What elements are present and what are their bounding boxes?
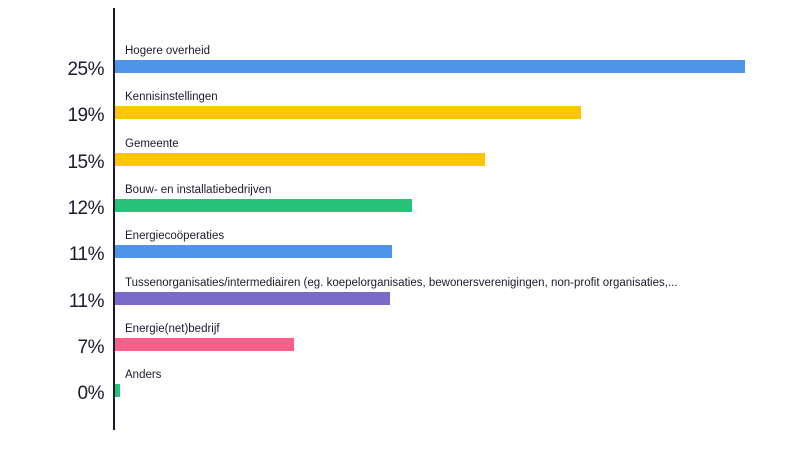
category-label: Tussenorganisaties/intermediairen (eg. k… bbox=[125, 276, 678, 289]
value-label: 0% bbox=[77, 383, 105, 405]
value-label: 12% bbox=[67, 197, 104, 219]
bar bbox=[115, 106, 582, 120]
bar-row: 19% Kennisinstellingen bbox=[0, 91, 786, 137]
bar-row: 11% Energiecoöperaties bbox=[0, 230, 786, 276]
value-label: 15% bbox=[67, 151, 104, 173]
value-label: 25% bbox=[67, 59, 104, 80]
value-label: 7% bbox=[77, 336, 105, 358]
y-axis-line bbox=[113, 8, 115, 430]
bar bbox=[115, 384, 121, 398]
category-label: Energiecoöperaties bbox=[125, 230, 225, 243]
value-label: 11% bbox=[68, 244, 105, 266]
bar-row: 25% Hogere overheid bbox=[0, 45, 786, 91]
bar-row: 0% Anders bbox=[0, 369, 786, 415]
bar bbox=[115, 291, 390, 305]
value-label: 11% bbox=[68, 290, 105, 312]
bar bbox=[115, 152, 486, 166]
bar-row: 12% Bouw- en installatiebedrijven bbox=[0, 184, 786, 230]
category-label: Anders bbox=[125, 369, 162, 382]
category-label: Kennisinstellingen bbox=[125, 91, 218, 104]
bar-row: 11% Tussenorganisaties/intermediairen (eg… bbox=[0, 277, 786, 323]
category-label: Gemeente bbox=[125, 137, 179, 150]
category-label: Bouw- en installatiebedrijven bbox=[125, 183, 272, 196]
category-label: Hogere overheid bbox=[125, 45, 211, 57]
bar bbox=[115, 60, 745, 73]
value-label: 19% bbox=[67, 105, 104, 127]
bar bbox=[115, 337, 294, 351]
bar bbox=[115, 245, 393, 259]
bar-row: 7% Energie(net)bedrijf bbox=[0, 323, 786, 369]
bar-row: 15% Gemeente bbox=[0, 138, 786, 184]
bar bbox=[115, 198, 413, 212]
category-label: Energie(net)bedrijf bbox=[125, 322, 220, 335]
